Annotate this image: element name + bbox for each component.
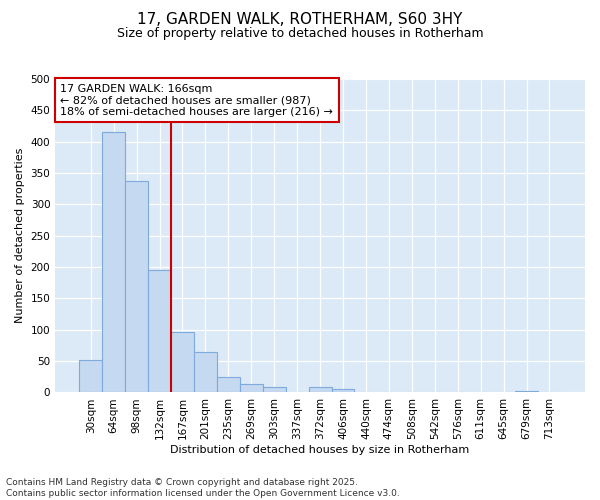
Bar bbox=[217, 378, 240, 392]
Bar bbox=[79, 360, 102, 392]
Text: Size of property relative to detached houses in Rotherham: Size of property relative to detached ho… bbox=[116, 28, 484, 40]
Bar bbox=[263, 387, 286, 392]
Y-axis label: Number of detached properties: Number of detached properties bbox=[15, 148, 25, 324]
Text: Contains HM Land Registry data © Crown copyright and database right 2025.
Contai: Contains HM Land Registry data © Crown c… bbox=[6, 478, 400, 498]
Bar bbox=[308, 387, 332, 392]
Bar bbox=[332, 390, 355, 392]
Bar bbox=[148, 270, 171, 392]
Bar bbox=[240, 384, 263, 392]
Bar bbox=[194, 352, 217, 393]
Bar bbox=[102, 132, 125, 392]
Bar bbox=[125, 180, 148, 392]
X-axis label: Distribution of detached houses by size in Rotherham: Distribution of detached houses by size … bbox=[170, 445, 470, 455]
Bar bbox=[171, 332, 194, 392]
Bar bbox=[515, 390, 538, 392]
Text: 17 GARDEN WALK: 166sqm
← 82% of detached houses are smaller (987)
18% of semi-de: 17 GARDEN WALK: 166sqm ← 82% of detached… bbox=[61, 84, 334, 117]
Text: 17, GARDEN WALK, ROTHERHAM, S60 3HY: 17, GARDEN WALK, ROTHERHAM, S60 3HY bbox=[137, 12, 463, 28]
